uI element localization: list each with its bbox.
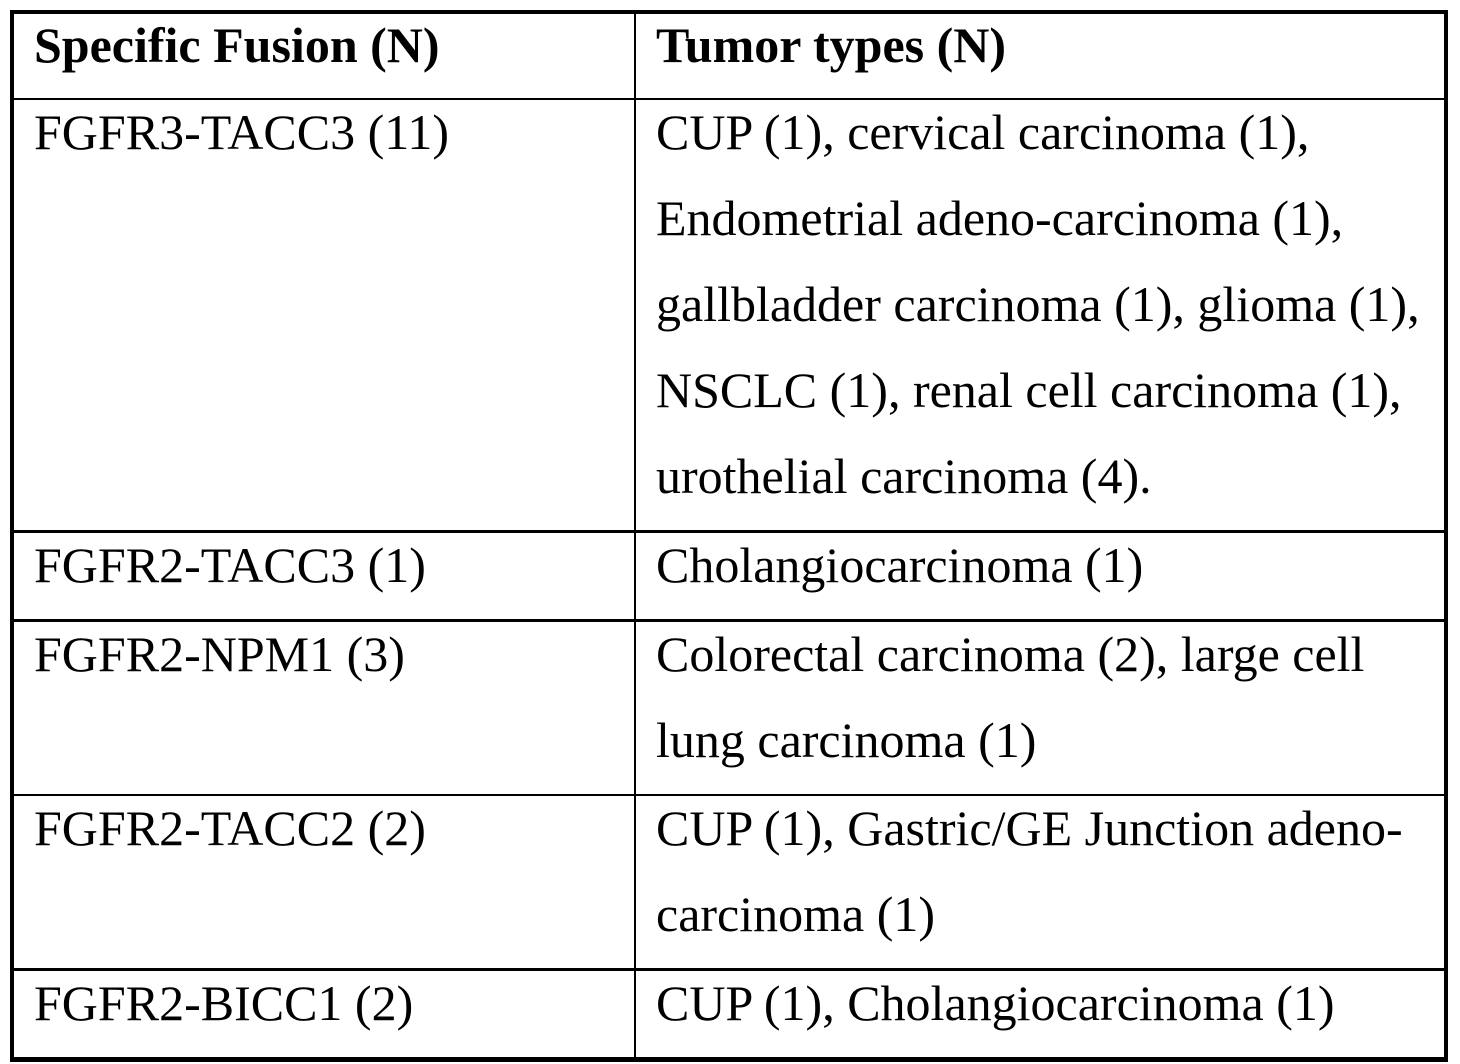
column-header-tumor-types: Tumor types (N)	[634, 11, 1447, 100]
tumor-type-line: CUP (1), cervical carcinoma (1),	[656, 104, 1310, 160]
tumor-type-line: Endometrial adeno-carcinoma (1),	[656, 190, 1344, 246]
table-row: FGFR2-TACC3 (1) Cholangiocarcinoma (1)	[11, 530, 1447, 622]
fusion-cell: FGFR2-TACC3 (1)	[11, 530, 636, 622]
column-header-label: Specific Fusion (N)	[34, 17, 440, 73]
tumor-type-line: Colorectal carcinoma (2), large cell	[656, 626, 1365, 682]
fusion-name: FGFR2-BICC1 (2)	[34, 975, 414, 1031]
tumor-types-cell: Colorectal carcinoma (2), large cell lun…	[634, 619, 1447, 796]
fusion-cell: FGFR2-BICC1 (2)	[11, 968, 636, 1061]
fusion-tumor-table: Specific Fusion (N) Tumor types (N) FGFR…	[10, 10, 1448, 1062]
tumor-types-cell: CUP (1), Gastric/GE Junction adeno- carc…	[634, 794, 1447, 971]
fusion-name: FGFR3-TACC3 (11)	[34, 104, 450, 160]
tumor-type-line: CUP (1), Gastric/GE Junction adeno-	[656, 800, 1403, 856]
table-row: FGFR2-TACC2 (2) CUP (1), Gastric/GE Junc…	[11, 794, 1447, 971]
tumor-type-line: lung carcinoma (1)	[656, 712, 1037, 768]
tumor-type-line: urothelial carcinoma (4).	[656, 448, 1152, 504]
tumor-types-cell: Cholangiocarcinoma (1)	[634, 530, 1447, 622]
table-row: FGFR2-NPM1 (3) Colorectal carcinoma (2),…	[11, 619, 1447, 796]
header-row: Specific Fusion (N) Tumor types (N)	[11, 11, 1447, 100]
column-header-label: Tumor types (N)	[656, 17, 1007, 73]
tumor-type-line: NSCLC (1), renal cell carcinoma (1),	[656, 362, 1402, 418]
tumor-type-line: Cholangiocarcinoma (1)	[656, 537, 1144, 593]
fusion-cell: FGFR3-TACC3 (11)	[11, 98, 636, 533]
tumor-type-line: CUP (1), Cholangiocarcinoma (1)	[656, 975, 1335, 1031]
tumor-types-cell: CUP (1), Cholangiocarcinoma (1)	[634, 968, 1447, 1061]
column-header-specific-fusion: Specific Fusion (N)	[11, 11, 636, 100]
fusion-name: FGFR2-TACC3 (1)	[34, 537, 426, 593]
tumor-types-cell: CUP (1), cervical carcinoma (1), Endomet…	[634, 98, 1447, 533]
fusion-cell: FGFR2-TACC2 (2)	[11, 794, 636, 971]
fusion-name: FGFR2-NPM1 (3)	[34, 626, 405, 682]
table-row: FGFR2-BICC1 (2) CUP (1), Cholangiocarcin…	[11, 968, 1447, 1061]
tumor-type-line: carcinoma (1)	[656, 886, 936, 942]
fusion-cell: FGFR2-NPM1 (3)	[11, 619, 636, 796]
tumor-type-line: gallbladder carcinoma (1), glioma (1),	[656, 276, 1420, 332]
fusion-name: FGFR2-TACC2 (2)	[34, 800, 426, 856]
table-row: FGFR3-TACC3 (11) CUP (1), cervical carci…	[11, 98, 1447, 533]
